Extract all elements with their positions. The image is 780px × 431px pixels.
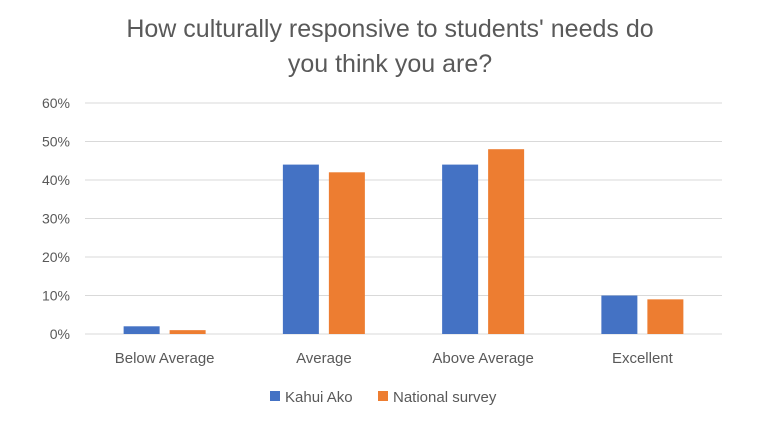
bars	[123, 149, 684, 334]
chart-title-line-1: How culturally responsive to students' n…	[126, 15, 653, 43]
x-axis-category-labels: Below Average Average Above Average Excelle…	[115, 350, 674, 367]
bar-national-survey	[647, 299, 684, 334]
legend-swatch	[270, 391, 280, 401]
legend: Kahui Ako National survey	[270, 389, 497, 406]
y-tick-label: 30%	[42, 211, 70, 227]
x-category-label: Below Average	[115, 350, 215, 367]
chart-title: How culturally responsive to students' n…	[126, 15, 653, 78]
y-tick-label: 20%	[42, 249, 70, 265]
x-category-label: Excellent	[612, 350, 674, 367]
bar-kahui-ako	[442, 164, 479, 334]
y-tick-label: 40%	[42, 172, 70, 188]
gridlines	[85, 102, 722, 335]
x-category-label: Average	[296, 350, 352, 367]
chart-title-line-2: you think you are?	[288, 50, 492, 78]
bar-kahui-ako	[282, 164, 319, 334]
legend-label: National survey	[393, 389, 497, 406]
bar-kahui-ako	[123, 326, 160, 334]
bar-national-survey	[169, 330, 206, 334]
y-tick-label: 50%	[42, 134, 70, 150]
bar-kahui-ako	[601, 295, 638, 334]
legend-swatch	[378, 391, 388, 401]
bar-national-survey	[488, 149, 525, 334]
y-tick-label: 0%	[50, 326, 70, 342]
y-tick-label: 10%	[42, 288, 70, 304]
bar-national-survey	[328, 172, 365, 334]
y-axis-tick-labels: 0% 10% 20% 30% 40% 50% 60%	[42, 95, 70, 342]
legend-label: Kahui Ako	[285, 389, 353, 406]
x-category-label: Above Average	[432, 350, 533, 367]
y-tick-label: 60%	[42, 95, 70, 111]
